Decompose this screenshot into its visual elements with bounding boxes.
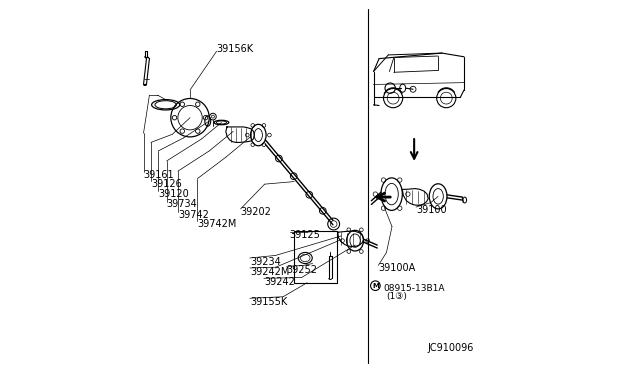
Text: 39252: 39252 <box>287 265 318 275</box>
Text: M: M <box>372 283 379 289</box>
Text: JC910096: JC910096 <box>427 343 474 353</box>
Text: 39161: 39161 <box>143 170 174 180</box>
Text: 39734: 39734 <box>167 199 198 209</box>
Text: 39742M: 39742M <box>197 219 237 229</box>
Text: 08915-13B1A: 08915-13B1A <box>383 284 445 293</box>
Bar <box>294 231 337 283</box>
Text: 39242M: 39242M <box>250 267 289 277</box>
Text: 39242: 39242 <box>264 277 295 287</box>
Text: 39125: 39125 <box>290 230 321 240</box>
Text: 39156K: 39156K <box>216 44 253 54</box>
Text: 39742: 39742 <box>178 210 209 220</box>
Text: 39126: 39126 <box>151 179 182 189</box>
Text: 39234: 39234 <box>250 257 280 267</box>
Text: 39155K: 39155K <box>250 297 287 307</box>
Text: 39202: 39202 <box>241 207 271 217</box>
Text: 39120: 39120 <box>158 189 189 199</box>
Text: (1③): (1③) <box>387 292 407 301</box>
Text: 39100: 39100 <box>416 205 447 215</box>
Text: 39100A: 39100A <box>378 263 415 273</box>
